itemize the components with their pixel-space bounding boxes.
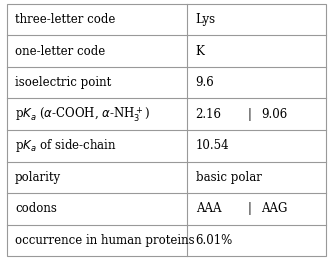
Text: 9.06: 9.06: [261, 108, 287, 121]
Text: K: K: [195, 45, 204, 58]
Text: isoelectric point: isoelectric point: [15, 76, 111, 89]
Text: 2.16: 2.16: [195, 108, 221, 121]
Text: codons: codons: [15, 202, 57, 215]
Text: p$K_a$ of side-chain: p$K_a$ of side-chain: [15, 137, 117, 154]
Text: basic polar: basic polar: [195, 171, 261, 184]
Text: three-letter code: three-letter code: [15, 13, 115, 26]
Text: occurrence in human proteins: occurrence in human proteins: [15, 234, 194, 247]
Text: |: |: [248, 202, 252, 215]
Text: 6.01%: 6.01%: [195, 234, 233, 247]
Text: 10.54: 10.54: [195, 139, 229, 152]
Text: AAA: AAA: [195, 202, 221, 215]
Text: one-letter code: one-letter code: [15, 45, 105, 58]
Text: 9.6: 9.6: [195, 76, 214, 89]
Text: Lys: Lys: [195, 13, 216, 26]
Text: AAG: AAG: [261, 202, 287, 215]
Text: polarity: polarity: [15, 171, 61, 184]
Text: |: |: [248, 108, 252, 121]
Text: p$K_a$ ($\alpha$-COOH, $\alpha$-NH$_3^+$): p$K_a$ ($\alpha$-COOH, $\alpha$-NH$_3^+$…: [15, 105, 150, 124]
